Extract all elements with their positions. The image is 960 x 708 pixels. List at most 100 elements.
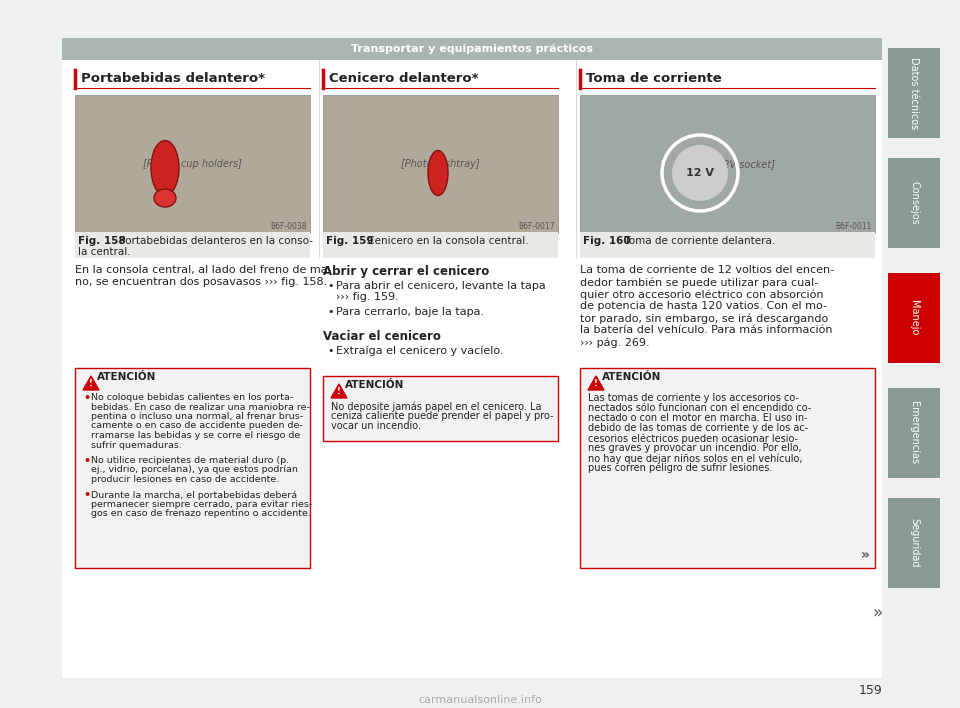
- Text: pues corren peligro de sufrir lesiones.: pues corren peligro de sufrir lesiones.: [588, 463, 773, 473]
- Text: B6F-0038: B6F-0038: [271, 222, 307, 231]
- Bar: [888, 48, 940, 138]
- Text: Portabebidas delanteros en la conso-: Portabebidas delanteros en la conso-: [116, 236, 313, 246]
- Text: En la consola central, al lado del freno de ma-: En la consola central, al lado del freno…: [75, 265, 331, 275]
- Bar: [888, 158, 940, 248]
- Text: •: •: [83, 491, 90, 501]
- Text: gos en caso de frenazo repentino o accidente.: gos en caso de frenazo repentino o accid…: [91, 510, 311, 518]
- Text: la central.: la central.: [78, 247, 131, 257]
- Polygon shape: [331, 384, 347, 398]
- Text: ATENCIÓN: ATENCIÓN: [97, 372, 156, 382]
- Text: quier otro accesorio eléctrico con absorción: quier otro accesorio eléctrico con absor…: [580, 289, 824, 299]
- Text: Cenicero delantero*: Cenicero delantero*: [329, 72, 478, 86]
- Text: Durante la marcha, el portabebidas deberá: Durante la marcha, el portabebidas deber…: [91, 491, 298, 500]
- Text: •: •: [83, 393, 90, 403]
- Text: camente o en caso de accidente pueden de-: camente o en caso de accidente pueden de…: [91, 421, 302, 430]
- Bar: [75, 95, 310, 233]
- Polygon shape: [83, 376, 99, 390]
- Text: vocar un incendio.: vocar un incendio.: [331, 421, 421, 431]
- Bar: [580, 368, 875, 568]
- Bar: [888, 388, 940, 478]
- Text: [Photo: ashtray]: [Photo: ashtray]: [401, 159, 480, 169]
- Text: !: !: [337, 387, 341, 396]
- Circle shape: [672, 145, 728, 201]
- Text: [Photo: cup holders]: [Photo: cup holders]: [143, 159, 242, 169]
- Text: •: •: [83, 456, 90, 466]
- Text: tor parado, sin embargo, se irá descargando: tor parado, sin embargo, se irá descarga…: [580, 313, 828, 324]
- Bar: [62, 38, 882, 60]
- Bar: [323, 232, 558, 258]
- Text: Portabebidas delantero*: Portabebidas delantero*: [81, 72, 265, 86]
- Text: Fig. 159: Fig. 159: [326, 236, 377, 246]
- Text: ceniza caliente puede prender el papel y pro-: ceniza caliente puede prender el papel y…: [331, 411, 554, 421]
- Text: nectado o con el motor en marcha. El uso in-: nectado o con el motor en marcha. El uso…: [588, 413, 807, 423]
- Ellipse shape: [151, 140, 179, 195]
- Text: Cenicero en la consola central.: Cenicero en la consola central.: [364, 236, 528, 246]
- Text: Transportar y equipamientos prácticos: Transportar y equipamientos prácticos: [351, 44, 593, 55]
- Text: dedor también se puede utilizar para cual-: dedor también se puede utilizar para cua…: [580, 277, 818, 287]
- Bar: [580, 95, 875, 233]
- Text: Seguridad: Seguridad: [909, 518, 919, 568]
- Text: debido de las tomas de corriente y de los ac-: debido de las tomas de corriente y de lo…: [588, 423, 808, 433]
- Text: »: »: [873, 604, 883, 622]
- Text: Fig. 158: Fig. 158: [78, 236, 130, 246]
- Text: sufrir quemaduras.: sufrir quemaduras.: [91, 440, 181, 450]
- Text: Abrir y cerrar el cenicero: Abrir y cerrar el cenicero: [323, 265, 490, 278]
- Text: no, se encuentran dos posavasos ››› fig. 158.: no, se encuentran dos posavasos ››› fig.…: [75, 277, 327, 287]
- Text: de potencia de hasta 120 vatios. Con el mo-: de potencia de hasta 120 vatios. Con el …: [580, 301, 827, 311]
- Text: pentina o incluso una normal, al frenar brus-: pentina o incluso una normal, al frenar …: [91, 412, 303, 421]
- Text: Para abrir el cenicero, levante la tapa: Para abrir el cenicero, levante la tapa: [336, 281, 545, 291]
- Ellipse shape: [428, 151, 448, 195]
- Text: producir lesiones en caso de accidente.: producir lesiones en caso de accidente.: [91, 475, 279, 484]
- Text: Toma de corriente delantera.: Toma de corriente delantera.: [621, 236, 775, 246]
- Text: rramarse las bebidas y se corre el riesgo de: rramarse las bebidas y se corre el riesg…: [91, 431, 300, 440]
- FancyBboxPatch shape: [62, 38, 882, 678]
- Text: No coloque bebidas calientes en los porta-: No coloque bebidas calientes en los port…: [91, 393, 293, 402]
- Bar: [580, 232, 875, 258]
- Text: !: !: [89, 379, 93, 389]
- Text: •: •: [327, 346, 333, 356]
- Bar: [888, 498, 940, 588]
- Text: ATENCIÓN: ATENCIÓN: [345, 380, 404, 390]
- Text: permanecer siempre cerrado, para evitar ries-: permanecer siempre cerrado, para evitar …: [91, 500, 312, 509]
- Text: nes graves y provocar un incendio. Por ello,: nes graves y provocar un incendio. Por e…: [588, 443, 802, 453]
- Text: la batería del vehículo. Para más información: la batería del vehículo. Para más inform…: [580, 325, 832, 335]
- Text: Toma de corriente: Toma de corriente: [586, 72, 722, 86]
- Bar: [75, 368, 310, 568]
- Text: B6F-0011: B6F-0011: [835, 222, 872, 231]
- Text: [Photo: 12V socket]: [Photo: 12V socket]: [679, 159, 775, 169]
- Text: •: •: [327, 281, 333, 291]
- Text: 12 V: 12 V: [686, 168, 714, 178]
- Polygon shape: [588, 376, 604, 390]
- Text: Manejo: Manejo: [909, 300, 919, 336]
- Text: Datos técnicos: Datos técnicos: [909, 57, 919, 129]
- Text: Emergencias: Emergencias: [909, 401, 919, 464]
- Text: ej., vidrio, porcelana), ya que estos podrían: ej., vidrio, porcelana), ya que estos po…: [91, 465, 298, 474]
- Text: Fig. 160: Fig. 160: [583, 236, 635, 246]
- Text: ››› pág. 269.: ››› pág. 269.: [580, 337, 650, 348]
- Text: Las tomas de corriente y los accesorios co-: Las tomas de corriente y los accesorios …: [588, 393, 799, 403]
- Text: B6F-0017: B6F-0017: [518, 222, 555, 231]
- Text: ATENCIÓN: ATENCIÓN: [602, 372, 661, 382]
- Text: No deposite jamás papel en el cenicero. La: No deposite jamás papel en el cenicero. …: [331, 401, 541, 411]
- Text: Extraíga el cenicero y vacíelo.: Extraíga el cenicero y vacíelo.: [336, 346, 503, 357]
- Text: 159: 159: [858, 683, 882, 697]
- Text: No utilice recipientes de material duro (p.: No utilice recipientes de material duro …: [91, 456, 289, 465]
- Text: ››› fig. 159.: ››› fig. 159.: [336, 292, 398, 302]
- Bar: [75, 232, 310, 258]
- Bar: [323, 95, 558, 233]
- Text: Para cerrarlo, baje la tapa.: Para cerrarlo, baje la tapa.: [336, 307, 484, 317]
- Text: cesorios eléctricos pueden ocasionar lesio-: cesorios eléctricos pueden ocasionar les…: [588, 433, 798, 443]
- Text: •: •: [327, 307, 333, 317]
- Text: nectados sólo funcionan con el encendido co-: nectados sólo funcionan con el encendido…: [588, 403, 811, 413]
- Text: Vaciar el cenicero: Vaciar el cenicero: [323, 330, 441, 343]
- Text: no hay que dejar niños solos en el vehículo,: no hay que dejar niños solos en el vehíc…: [588, 453, 803, 464]
- Text: Consejos: Consejos: [909, 181, 919, 225]
- Text: !: !: [594, 379, 598, 389]
- Bar: [888, 273, 940, 363]
- Bar: [323, 376, 558, 441]
- Text: carmanualsonline.info: carmanualsonline.info: [418, 695, 542, 705]
- Text: La toma de corriente de 12 voltios del encen-: La toma de corriente de 12 voltios del e…: [580, 265, 834, 275]
- Text: »: »: [861, 548, 870, 562]
- Text: bebidas. En caso de realizar una maniobra re-: bebidas. En caso de realizar una maniobr…: [91, 403, 310, 411]
- Ellipse shape: [154, 189, 176, 207]
